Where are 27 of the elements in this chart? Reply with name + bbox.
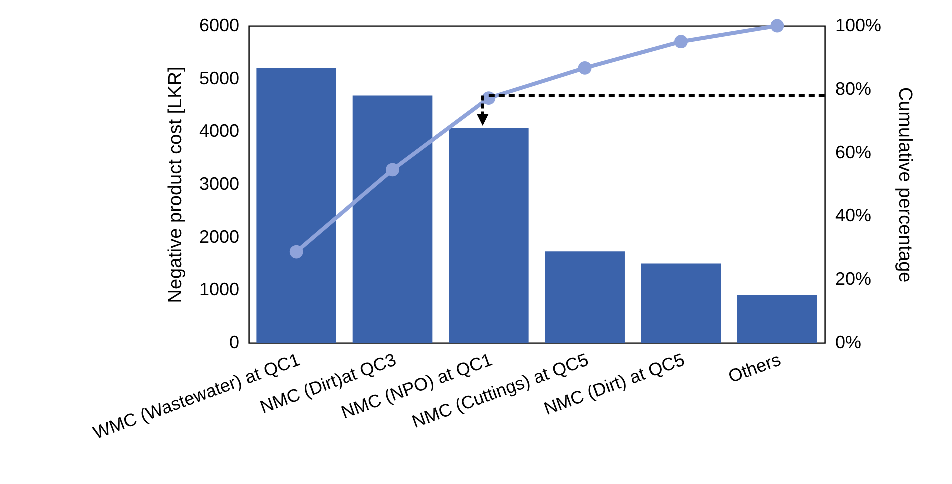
bar [641,264,722,343]
y-tick-label: 2000 [199,226,240,247]
y-tick-label: 6000 [199,16,240,36]
bar [256,68,337,343]
point [290,245,304,259]
y2-tick-label: 20% [836,269,872,290]
y-tick-label: 0 [229,332,240,352]
bar [737,295,818,343]
y-tick-label: 4000 [199,121,240,142]
y-tick-label: 3000 [199,174,240,194]
y2-tick-label: 40% [836,206,872,226]
x-tick-label: Others [726,350,784,387]
point [674,35,688,49]
bar [449,128,529,343]
y2-axis-title: Cumulative percentage [894,87,916,283]
y-tick-label: 1000 [199,280,240,300]
point [386,163,400,177]
bar [352,96,433,343]
y2-tick-label: 0% [836,332,862,352]
bar [545,252,625,343]
point [578,61,592,75]
y2-tick-label: 80% [836,78,872,99]
y-axis-title: Negative product cost [LKR] [165,66,186,304]
point [770,19,784,33]
y2-tick-label: 60% [836,142,872,162]
y2-tick-label: 100% [836,16,882,36]
y-tick-label: 5000 [199,68,240,88]
